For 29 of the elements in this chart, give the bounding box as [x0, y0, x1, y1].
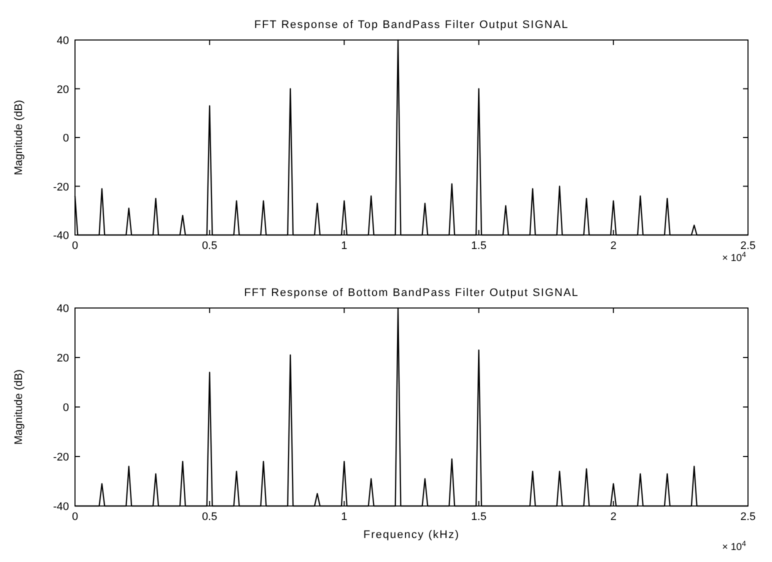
y-tick-label: 40	[56, 303, 69, 315]
y-axis-title: Magnitude (dB)	[13, 100, 25, 176]
y-tick-label: 0	[62, 402, 69, 414]
x-tick-label: 1	[341, 511, 348, 523]
y-tick-label: 20	[56, 352, 69, 364]
y-tick-label: -20	[53, 452, 69, 464]
y-axis-title: Magnitude (dB)	[13, 369, 25, 445]
x-tick-label: 0.5	[202, 511, 218, 523]
x-tick-label: 1.5	[471, 240, 486, 252]
x-tick-label: 2.5	[740, 511, 756, 523]
y-tick-label: -20	[53, 181, 69, 194]
chart-title: FFT Response of Bottom BandPass Filter Output SIGNAL	[244, 287, 579, 299]
text: × 10$^{4}$	[722, 250, 746, 264]
y-tick-label: -40	[53, 501, 69, 513]
x-tick-label: 2	[610, 240, 616, 252]
x-tick-label: 1.5	[471, 511, 486, 523]
x-axis-title: Frequency (kHz)	[363, 529, 460, 541]
text: × 10$^{4}$	[722, 538, 746, 553]
x-tick-label: 2	[610, 511, 616, 523]
x-tick-label: 1	[341, 240, 348, 252]
x-tick-label: 2.5	[740, 240, 756, 252]
x-tick-label: 0.5	[202, 240, 218, 252]
y-tick-label: 0	[62, 132, 69, 144]
x-tick-label: 0	[72, 240, 78, 252]
chart-title: FFT Response of Top BandPass Filter Output SIGNAL	[254, 19, 569, 31]
y-tick-label: 40	[56, 35, 69, 47]
y-tick-label: 20	[56, 84, 69, 96]
y-tick-label: -40	[53, 230, 69, 242]
x-tick-label: 0	[72, 511, 78, 523]
